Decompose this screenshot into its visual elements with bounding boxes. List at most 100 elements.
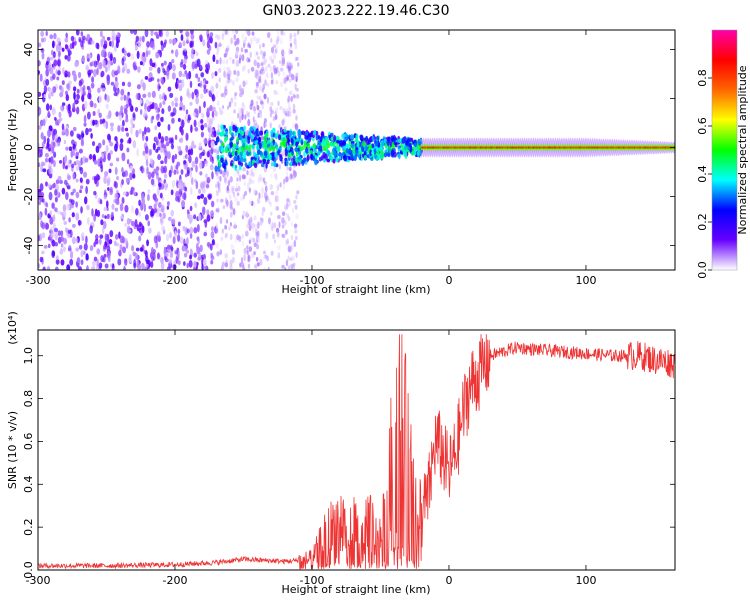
spectrogram-cell [111, 203, 115, 210]
spectrogram-cell [40, 132, 44, 140]
spectrogram-cell [294, 204, 298, 210]
spectrogram-cell [172, 64, 176, 72]
spectrogram-cell [283, 138, 288, 143]
spectrogram-cell [146, 239, 149, 247]
spectrogram-cell [121, 152, 126, 162]
spectrogram-cell [43, 135, 47, 145]
colorbar-ticks: 0.0 0.2 0.4 0.6 0.8 [696, 69, 712, 279]
spectrogram-cell [67, 229, 72, 234]
spectrogram-cell [87, 58, 90, 62]
spectrogram-cell [335, 156, 339, 163]
spectrogram-cell [259, 69, 262, 75]
x-tick-label: 0 [445, 574, 452, 587]
spectrogram-cell [188, 259, 193, 268]
spectrogram-cell [203, 258, 207, 267]
spectrogram-cell [180, 199, 186, 208]
spectrogram-cell [38, 143, 41, 148]
spectrogram-cell [188, 155, 192, 164]
spectrogram-cell [218, 182, 221, 189]
spectrogram-cell [292, 174, 296, 180]
spectrogram-cell [231, 187, 235, 194]
spectrogram-cell [293, 223, 298, 228]
spectrogram-cell [80, 130, 85, 139]
spectrogram-cell [211, 116, 215, 121]
spectrogram-cell [102, 220, 107, 229]
spectrogram-cell [234, 92, 238, 97]
spectrogram-cell [281, 224, 285, 229]
spectrogram-cell [90, 221, 95, 226]
spectrogram-cell [277, 134, 282, 141]
spectrogram-cell [113, 45, 117, 52]
spectrogram-cell [173, 169, 177, 175]
spectrogram-cell [258, 136, 262, 143]
spectrogram-cell [167, 124, 171, 131]
spectrogram-cell [203, 83, 207, 89]
spectrogram-cell [248, 161, 252, 167]
spectrogram-cell [168, 169, 172, 178]
spectrogram-cell [276, 195, 280, 203]
spectrogram-cell [263, 118, 268, 124]
spectrogram-cell [128, 98, 132, 106]
y-tick-label: -20 [22, 188, 35, 206]
spectrogram-cell [128, 254, 132, 262]
spectrogram-cell [105, 120, 109, 130]
spectrogram-cell [236, 234, 240, 241]
spectrogram-cell [171, 117, 175, 124]
spectrogram-cell [169, 92, 174, 98]
spectrogram-cell [167, 151, 171, 160]
spectrogram-cell [287, 138, 291, 143]
spectrogram-cell [75, 30, 80, 36]
spectrogram-cell [202, 39, 206, 47]
spectrogram-cell [199, 80, 203, 89]
spectrogram-cell [193, 260, 197, 268]
spectrogram-cell [248, 144, 252, 149]
spectrogram-cell [253, 35, 256, 42]
spectrogram-cell [124, 258, 128, 266]
spectrogram-cell [187, 92, 192, 99]
spectrogram-cell [231, 58, 235, 65]
spectrogram-cell [57, 175, 62, 182]
spectrogram-cell [115, 70, 120, 74]
spectrogram-cell [169, 251, 174, 259]
spectrogram-cell [269, 106, 273, 112]
spectrogram-cell [252, 105, 256, 112]
spectrogram-cell [242, 167, 246, 172]
spectrogram-cell [236, 192, 240, 197]
spectrogram-cell [130, 186, 134, 195]
spectrogram-cell [97, 87, 101, 94]
spectrogram-cell [85, 185, 88, 195]
spectrogram-cell [235, 77, 239, 83]
spectrogram-cell [241, 240, 245, 247]
spectrogram-cell [151, 115, 155, 120]
spectrogram-cell [281, 233, 284, 238]
spectrogram-cell [107, 255, 111, 263]
spectrogram-cell [109, 186, 113, 193]
spectrogram-cell [283, 129, 287, 133]
spectrogram-cell [210, 210, 214, 218]
spectrogram-cell [253, 162, 257, 167]
spectrogram-cell [93, 160, 98, 165]
spectrogram-cell [197, 76, 201, 83]
spectrogram-cell [246, 182, 250, 190]
spectrogram-cell [71, 236, 76, 245]
spectrogram-cell [217, 207, 220, 214]
spectrogram-cell [244, 48, 248, 53]
spectrogram-cell [265, 82, 270, 87]
spectrogram-cell [89, 69, 94, 74]
spectrogram-cell [140, 262, 145, 270]
spectrogram-cell [270, 211, 273, 216]
spectrogram-cell [259, 151, 263, 156]
spectrogram-cell [167, 86, 172, 92]
spectrogram-cell [323, 158, 326, 163]
spectrogram-cell [153, 102, 158, 110]
spectrogram-cell [278, 164, 281, 170]
spectrogram-cell [277, 245, 281, 250]
spectrogram-cell [190, 30, 194, 35]
spectrogram-cell [44, 207, 48, 216]
spectrogram-cell [371, 151, 375, 155]
colorbar-tick-label: 0.2 [696, 213, 709, 231]
spectrogram-cell [224, 30, 228, 36]
spectrogram-cell [193, 119, 197, 128]
spectrogram-cell [152, 142, 156, 151]
spectrogram-cell [61, 102, 66, 107]
